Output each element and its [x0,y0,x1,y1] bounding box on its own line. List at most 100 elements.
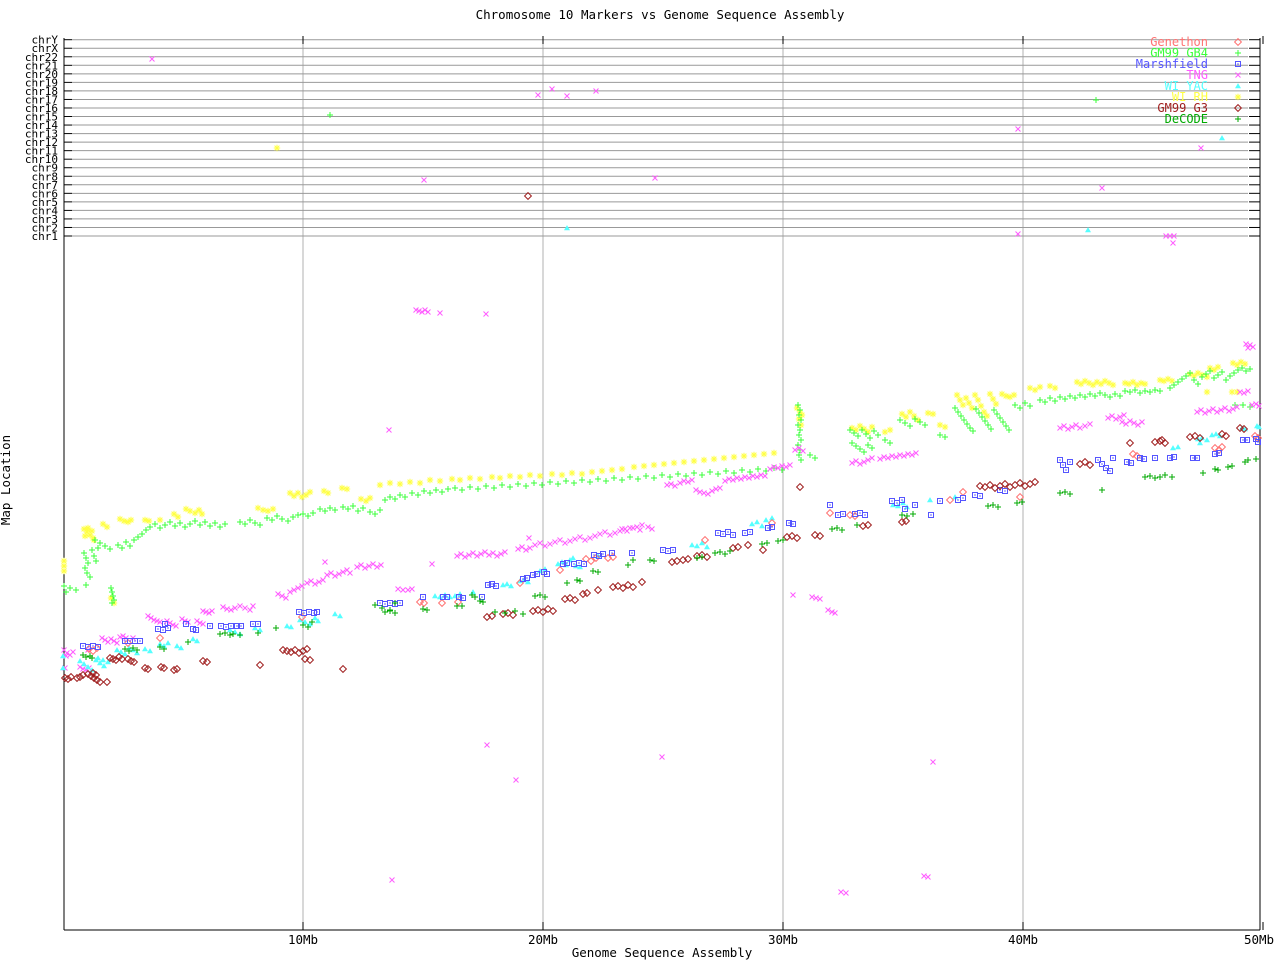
marker-diamond [159,663,169,673]
marker-plus [1187,370,1193,376]
marker-asterisk [81,532,89,540]
marker-plus [185,639,191,645]
marker-asterisk [1210,366,1218,374]
marker-plus [871,428,877,434]
marker-asterisk [366,494,374,502]
marker-plus [85,560,91,566]
marker-plus [675,471,681,477]
marker-asterisk [302,491,310,499]
marker-cross [99,635,105,641]
marker-plus [1203,371,1209,377]
marker-asterisk [448,475,456,483]
marker-diamond [1125,438,1135,448]
band-label-chr6: chr6 [32,187,59,200]
marker-square [977,493,983,499]
marker-square [255,621,261,627]
marker-asterisk [286,489,294,497]
marker-plus [764,540,770,546]
marker-cross [102,637,108,643]
marker-triangle [1085,227,1091,233]
marker-square [132,638,138,644]
marker-cross [861,459,867,465]
marker-cross [787,462,793,468]
marker-plus [1042,399,1048,405]
marker-square [1063,467,1069,473]
marker-cross [1218,407,1224,413]
marker-asterisk [910,412,918,420]
band-label-chr13: chr13 [25,128,58,141]
marker-square [581,561,587,567]
marker-plus [230,631,236,637]
marker-square [912,502,918,508]
marker-cross [1230,406,1236,412]
marker-asterisk [856,422,864,430]
marker-square [1060,462,1066,468]
marker-asterisk [1031,386,1039,394]
marker-cross [304,580,310,586]
marker-plus [990,502,996,508]
marker-cross [664,482,670,488]
marker-plus [759,541,765,547]
marker-asterisk [660,460,668,468]
marker-triangle [508,583,514,589]
marker-plus [555,481,561,487]
band-label-chr19: chr19 [25,76,58,89]
series-gm99-gb4 [61,97,1253,606]
y-axis-title: Map Location [0,435,13,525]
marker-square [1171,454,1177,460]
marker-asterisk [170,510,178,518]
marker-square [137,638,143,644]
marker-triangle [95,655,101,661]
marker-square [183,621,189,627]
marker-plus [1000,419,1006,425]
marker-plus [317,506,323,512]
marker-diamond [700,535,710,545]
marker-plus [237,632,243,638]
marker-plus [627,474,633,480]
marker-asterisk [1109,381,1117,389]
marker-plus [991,407,997,413]
marker-diamond [958,487,968,497]
marker-asterisk [1010,391,1018,399]
marker-plus [392,496,398,502]
marker-triangle [252,625,258,631]
marker-triangle [432,593,438,599]
marker-triangle [332,611,338,617]
marker-square [730,532,736,538]
marker-plus [882,437,888,443]
marker-triangle [114,647,120,653]
marker-cross [1253,401,1259,407]
marker-plus [472,594,478,600]
marker-plus [619,477,625,483]
marker-asterisk [1228,388,1236,396]
marker-square [827,502,833,508]
marker-asterisk [1133,381,1141,389]
marker-diamond [825,508,835,518]
marker-asterisk [852,426,860,434]
marker-plus [1245,457,1251,463]
marker-cross [853,458,859,464]
marker-plus [309,619,315,625]
marker-square [857,510,863,516]
marker-cross [1171,233,1177,239]
marker-asterisk [60,557,68,565]
marker-cross [400,587,406,593]
marker-cross [209,608,215,614]
marker-asterisk [376,481,384,489]
marker-asterisk [1077,380,1085,388]
marker-square [155,626,161,632]
marker-triangle [570,555,576,561]
marker-plus [212,520,218,526]
marker-cross [470,550,476,556]
marker-plus [651,475,657,481]
marker-plus [285,518,291,524]
marker-square [524,575,530,581]
marker-square [1124,459,1130,465]
marker-cross [478,551,484,557]
marker-asterisk [720,454,728,462]
marker-asterisk [83,528,91,536]
marker-diamond [91,670,101,680]
marker-cross [437,310,443,316]
marker-asterisk [1233,388,1241,396]
marker-square [314,609,320,615]
